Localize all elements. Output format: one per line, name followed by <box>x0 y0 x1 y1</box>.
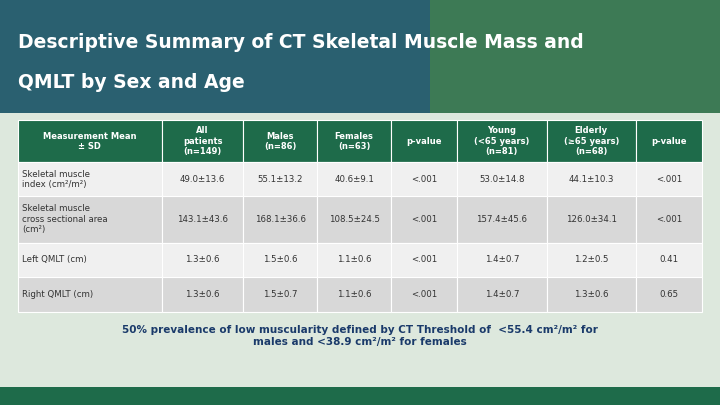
FancyBboxPatch shape <box>636 196 702 243</box>
Text: 1.4±0.7: 1.4±0.7 <box>485 256 519 264</box>
FancyBboxPatch shape <box>457 120 546 162</box>
FancyBboxPatch shape <box>636 243 702 277</box>
Text: Skeletal muscle
cross sectional area
(cm²): Skeletal muscle cross sectional area (cm… <box>22 205 107 234</box>
Text: 1.4±0.7: 1.4±0.7 <box>485 290 519 299</box>
Text: 44.1±10.3: 44.1±10.3 <box>569 175 614 184</box>
Text: 49.0±13.6: 49.0±13.6 <box>180 175 225 184</box>
Text: Females
(n=63): Females (n=63) <box>335 132 374 151</box>
FancyBboxPatch shape <box>0 387 720 405</box>
FancyBboxPatch shape <box>546 120 636 162</box>
Text: Left QMLT (cm): Left QMLT (cm) <box>22 256 86 264</box>
FancyBboxPatch shape <box>243 243 318 277</box>
Text: 157.4±45.6: 157.4±45.6 <box>477 215 527 224</box>
Text: 143.1±43.6: 143.1±43.6 <box>177 215 228 224</box>
Text: 108.5±24.5: 108.5±24.5 <box>328 215 379 224</box>
Text: 0.65: 0.65 <box>660 290 678 299</box>
FancyBboxPatch shape <box>18 196 162 243</box>
FancyBboxPatch shape <box>636 277 702 312</box>
Text: Skeletal muscle
index (cm²/m²): Skeletal muscle index (cm²/m²) <box>22 170 90 189</box>
FancyBboxPatch shape <box>457 162 546 196</box>
Text: 40.6±9.1: 40.6±9.1 <box>334 175 374 184</box>
Text: Elderly
(≥65 years)
(n=68): Elderly (≥65 years) (n=68) <box>564 126 619 156</box>
FancyBboxPatch shape <box>546 196 636 243</box>
FancyBboxPatch shape <box>636 162 702 196</box>
Text: <.001: <.001 <box>411 290 437 299</box>
FancyBboxPatch shape <box>162 120 243 162</box>
FancyBboxPatch shape <box>243 120 318 162</box>
Text: <.001: <.001 <box>411 215 437 224</box>
FancyBboxPatch shape <box>318 243 391 277</box>
Text: 1.2±0.5: 1.2±0.5 <box>574 256 608 264</box>
Text: 1.1±0.6: 1.1±0.6 <box>337 290 372 299</box>
FancyBboxPatch shape <box>18 120 162 162</box>
Text: Males
(n=86): Males (n=86) <box>264 132 297 151</box>
Text: Young
(<65 years)
(n=81): Young (<65 years) (n=81) <box>474 126 529 156</box>
FancyBboxPatch shape <box>162 196 243 243</box>
FancyBboxPatch shape <box>430 0 720 113</box>
FancyBboxPatch shape <box>318 277 391 312</box>
Text: 1.3±0.6: 1.3±0.6 <box>185 256 220 264</box>
Text: 53.0±14.8: 53.0±14.8 <box>479 175 525 184</box>
FancyBboxPatch shape <box>162 243 243 277</box>
Text: <.001: <.001 <box>656 215 682 224</box>
FancyBboxPatch shape <box>162 277 243 312</box>
Text: All
patients
(n=149): All patients (n=149) <box>183 126 222 156</box>
Text: Descriptive Summary of CT Skeletal Muscle Mass and: Descriptive Summary of CT Skeletal Muscl… <box>18 32 584 51</box>
FancyBboxPatch shape <box>18 162 162 196</box>
Text: <.001: <.001 <box>411 256 437 264</box>
FancyBboxPatch shape <box>318 196 391 243</box>
Text: 1.1±0.6: 1.1±0.6 <box>337 256 372 264</box>
FancyBboxPatch shape <box>243 277 318 312</box>
FancyBboxPatch shape <box>391 277 457 312</box>
Text: p-value: p-value <box>651 137 687 146</box>
FancyBboxPatch shape <box>391 196 457 243</box>
FancyBboxPatch shape <box>546 243 636 277</box>
Text: 50% prevalence of low muscularity defined by CT Threshold of  <55.4 cm²/m² for
m: 50% prevalence of low muscularity define… <box>122 325 598 347</box>
Text: Right QMLT (cm): Right QMLT (cm) <box>22 290 93 299</box>
FancyBboxPatch shape <box>318 162 391 196</box>
Text: 1.5±0.7: 1.5±0.7 <box>263 290 297 299</box>
FancyBboxPatch shape <box>318 120 391 162</box>
FancyBboxPatch shape <box>391 162 457 196</box>
FancyBboxPatch shape <box>243 196 318 243</box>
FancyBboxPatch shape <box>391 243 457 277</box>
Text: 1.5±0.6: 1.5±0.6 <box>263 256 297 264</box>
FancyBboxPatch shape <box>18 243 162 277</box>
FancyBboxPatch shape <box>457 196 546 243</box>
Text: 55.1±13.2: 55.1±13.2 <box>258 175 303 184</box>
FancyBboxPatch shape <box>0 0 430 113</box>
Text: QMLT by Sex and Age: QMLT by Sex and Age <box>18 72 245 92</box>
FancyBboxPatch shape <box>243 162 318 196</box>
Text: 1.3±0.6: 1.3±0.6 <box>185 290 220 299</box>
FancyBboxPatch shape <box>162 162 243 196</box>
Text: 1.3±0.6: 1.3±0.6 <box>574 290 608 299</box>
FancyBboxPatch shape <box>546 162 636 196</box>
FancyBboxPatch shape <box>18 277 162 312</box>
Text: 0.41: 0.41 <box>660 256 678 264</box>
FancyBboxPatch shape <box>457 243 546 277</box>
Text: 126.0±34.1: 126.0±34.1 <box>566 215 617 224</box>
Text: 168.1±36.6: 168.1±36.6 <box>255 215 306 224</box>
Text: p-value: p-value <box>406 137 442 146</box>
FancyBboxPatch shape <box>636 120 702 162</box>
FancyBboxPatch shape <box>457 277 546 312</box>
Text: Measurement Mean
± SD: Measurement Mean ± SD <box>43 132 137 151</box>
Text: <.001: <.001 <box>656 175 682 184</box>
FancyBboxPatch shape <box>391 120 457 162</box>
Text: <.001: <.001 <box>411 175 437 184</box>
FancyBboxPatch shape <box>546 277 636 312</box>
